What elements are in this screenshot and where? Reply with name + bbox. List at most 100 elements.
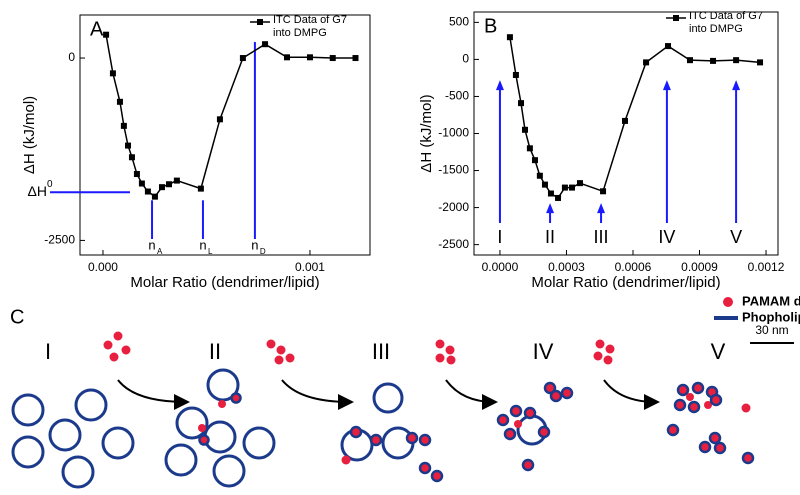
legend-marker — [673, 15, 679, 21]
data-point — [262, 41, 269, 48]
legend-dot — [723, 297, 733, 307]
y-tick-label: 500 — [449, 15, 469, 29]
legend-text: ITC Data of G7 into DMPG — [689, 10, 763, 35]
data-point — [506, 34, 513, 41]
y-tick-label: -500 — [445, 89, 469, 103]
data-point — [686, 57, 693, 64]
panel-c-diagram: C PAMAM dendrimer Phopholipid bilayer 30… — [10, 293, 800, 489]
data-point — [306, 54, 313, 61]
data-point — [569, 184, 576, 191]
arrow-head — [732, 80, 741, 91]
stage-label: II — [209, 339, 221, 364]
plot-frame — [79, 14, 371, 256]
stage-label: IV — [533, 339, 554, 364]
data-point — [144, 188, 151, 195]
data-point — [547, 190, 554, 197]
data-point — [512, 71, 519, 78]
data-point — [561, 184, 568, 191]
y-axis-title: ΔH (kJ/mol) — [21, 96, 38, 174]
series-line — [105, 34, 356, 198]
marker-label: n — [251, 237, 258, 252]
data-point — [128, 154, 135, 161]
stage-4 — [496, 339, 660, 472]
data-point — [518, 100, 525, 107]
scale-label: 30 nm — [755, 323, 788, 337]
panel-label: B — [484, 15, 497, 37]
marker-label: n — [148, 237, 155, 252]
stage-3 — [340, 339, 498, 483]
legend-text: ITC Data of G7 into DMPG — [273, 14, 347, 39]
legend-text: Phopholipid bilayer — [742, 309, 800, 324]
arrow-label: I — [497, 227, 502, 247]
x-tick-label: 0.0006 — [615, 260, 652, 274]
data-point — [109, 70, 116, 77]
stage-2 — [164, 339, 354, 488]
data-point — [733, 57, 740, 64]
x-tick-label: 0.0000 — [482, 260, 519, 274]
y-tick-label: 0 — [68, 50, 75, 64]
marker-label: n — [199, 237, 206, 252]
data-point — [643, 59, 650, 66]
x-axis-title: Molar Ratio (dendrimer/lipid) — [130, 274, 319, 291]
arrow-head — [546, 203, 555, 214]
data-point — [521, 126, 528, 133]
y-tick-label: -1500 — [438, 163, 469, 177]
y-tick-label: -2500 — [438, 237, 469, 251]
legend-text: PAMAM dendrimer — [742, 293, 800, 308]
legend-entry: ITC Data of G7 into DMPG — [273, 14, 347, 39]
marker-sub: D — [260, 247, 266, 256]
x-tick-label: 0.000 — [88, 260, 118, 274]
x-tick-label: 0.0012 — [748, 260, 785, 274]
arrow-label: II — [545, 227, 555, 247]
x-axis-title: Molar Ratio (dendrimer/lipid) — [531, 274, 720, 291]
arrow-label: V — [730, 227, 742, 247]
data-point — [600, 188, 607, 195]
data-point — [555, 194, 562, 201]
plot-frame — [473, 11, 779, 256]
reference-label: ΔH — [28, 183, 47, 199]
data-point — [283, 54, 290, 61]
data-point — [116, 98, 123, 105]
data-point — [710, 57, 717, 64]
arrow-label: III — [594, 227, 609, 247]
data-point — [239, 55, 246, 62]
arrow-head — [495, 80, 504, 91]
panel-label: C — [10, 306, 24, 328]
data-point — [216, 116, 223, 123]
y-tick-label: 0 — [462, 52, 469, 66]
x-tick-label: 0.001 — [295, 260, 325, 274]
stage-label: I — [45, 339, 51, 364]
data-point — [352, 55, 359, 62]
data-point — [665, 43, 672, 50]
data-point — [103, 31, 110, 38]
x-tick-label: 0.0003 — [548, 260, 585, 274]
stage-1 — [11, 331, 190, 489]
data-point — [329, 55, 336, 62]
stage-label: III — [372, 339, 390, 364]
data-point — [138, 180, 145, 187]
data-point — [526, 145, 533, 152]
data-point — [133, 171, 140, 178]
data-point — [125, 142, 132, 149]
series-line — [509, 37, 761, 199]
x-tick-label: 0.0009 — [681, 260, 718, 274]
legend-marker — [257, 19, 263, 25]
marker-sub: A — [157, 247, 163, 256]
y-axis-title: ΔH (kJ/mol) — [418, 94, 435, 172]
stage-label: V — [711, 339, 726, 364]
data-point — [173, 177, 180, 184]
reference-sup: 0 — [47, 179, 53, 190]
marker-sub: L — [208, 247, 213, 256]
y-tick-label: -2000 — [438, 200, 469, 214]
data-point — [166, 181, 173, 188]
data-point — [151, 193, 158, 200]
data-point — [541, 181, 548, 188]
data-point — [622, 117, 629, 124]
arrow-head — [597, 203, 606, 214]
data-point — [120, 122, 127, 129]
legend-entry: ITC Data of G7 into DMPG — [689, 10, 763, 35]
arrow-head — [662, 80, 671, 91]
y-tick-label: -2500 — [44, 233, 75, 247]
data-point — [757, 59, 764, 66]
